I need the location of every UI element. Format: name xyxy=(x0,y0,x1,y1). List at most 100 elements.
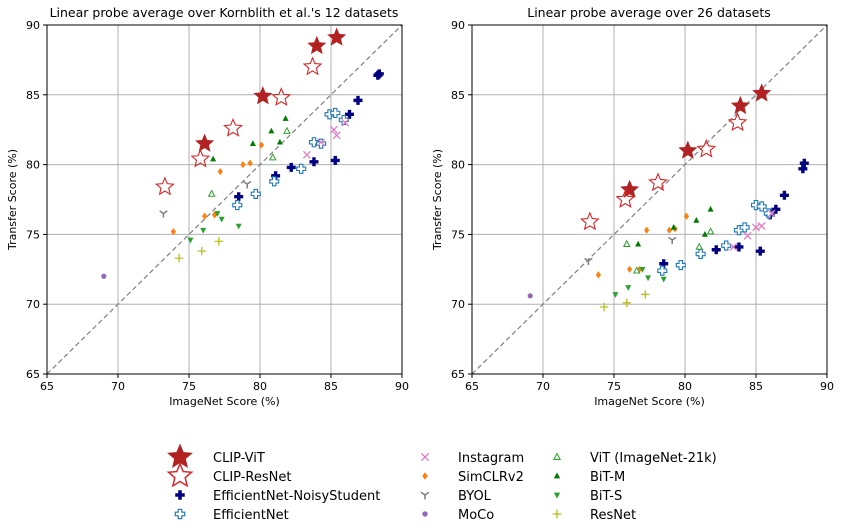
data-point-simclrv2 xyxy=(170,228,176,236)
series-instagram xyxy=(302,118,350,159)
data-point-efficientnet xyxy=(750,200,762,211)
diagonal-reference-line xyxy=(46,24,403,375)
legend-item-efficientnet: EfficientNet xyxy=(174,508,289,523)
legend-item-moco: MoCo xyxy=(422,508,494,523)
legend-marker-clip-resnet xyxy=(166,461,194,488)
legend-item-resnet: ResNet xyxy=(552,508,636,523)
legend-label: MoCo xyxy=(458,508,494,523)
y-tick-label: 85 xyxy=(26,89,40,102)
data-point-efficientnet-noisystudent xyxy=(234,192,244,202)
data-point-bit-s xyxy=(214,211,221,217)
data-point-efficientnet xyxy=(316,138,327,149)
data-point-bit-s xyxy=(639,267,646,273)
data-point-resnet xyxy=(197,246,206,256)
data-point-clip-resnet xyxy=(223,117,243,137)
x-tick-label: 85 xyxy=(749,380,763,393)
x-tick-label: 65 xyxy=(40,380,54,393)
y-tick-label: 65 xyxy=(26,368,40,381)
series-simclrv2 xyxy=(170,141,265,236)
x-axis-label: ImageNet Score (%) xyxy=(169,395,280,408)
data-point-instagram xyxy=(729,243,738,251)
series-moco xyxy=(527,293,533,299)
series-efficientnet-noisystudent xyxy=(234,69,384,202)
data-point-instagram xyxy=(752,223,760,232)
data-point-efficientnet-noisystudent xyxy=(353,95,363,105)
x-tick-label: 75 xyxy=(182,380,196,393)
data-point-clip-vit xyxy=(195,133,215,152)
data-point-bit-s xyxy=(200,227,207,234)
data-point-vit-imagenet-21k xyxy=(695,242,704,250)
data-point-bit-m xyxy=(276,138,283,145)
legend-item-simclrv2: SimCLRv2 xyxy=(422,470,524,485)
data-point-clip-resnet xyxy=(302,56,323,76)
data-point-bit-m xyxy=(701,231,708,237)
legend-label: ResNet xyxy=(590,508,636,523)
data-point-resnet xyxy=(641,290,650,299)
data-point-clip-resnet xyxy=(615,189,636,208)
data-point-clip-vit xyxy=(678,140,698,159)
legend-item-instagram: Instagram xyxy=(420,451,524,466)
legend-marker-bit-m xyxy=(553,472,561,479)
data-point-simclrv2 xyxy=(644,226,650,234)
x-tick-label: 85 xyxy=(324,380,338,393)
data-point-simclrv2 xyxy=(240,161,246,169)
y-tick-label: 80 xyxy=(451,159,465,172)
right-chart-panel: 65 70 75 80 85 90 65 70 75 80 85 90 Linear probe ave… xyxy=(431,5,834,408)
data-point-clip-vit xyxy=(752,83,772,102)
left-chart-panel: 65 70 75 80 85 90 65 70 75 80 85 90 Linear probe ave… xyxy=(6,5,409,408)
y-tick-label: 75 xyxy=(451,228,465,241)
data-point-bit-m xyxy=(693,217,700,223)
series-clip-vit xyxy=(195,27,347,152)
legend-marker-vit-imagenet-21k xyxy=(552,452,562,460)
data-point-efficientnet-noisystudent xyxy=(330,155,340,165)
data-point-efficientnet-noisystudent xyxy=(755,246,765,256)
data-point-vit-imagenet-21k xyxy=(268,153,277,161)
data-point-instagram xyxy=(302,150,311,159)
data-point-efficientnet-noisystudent xyxy=(374,69,384,79)
x-tick-label: 90 xyxy=(820,380,834,393)
diagonal-reference-line xyxy=(471,24,828,375)
data-point-simclrv2 xyxy=(247,159,253,167)
x-axis-label: ImageNet Score (%) xyxy=(594,395,705,408)
legend-marker-moco xyxy=(422,511,428,517)
legend-marker-efficientnet xyxy=(174,508,186,520)
series-clip-resnet xyxy=(579,112,748,231)
series-clip-resnet xyxy=(154,56,323,196)
legend-label: BYOL xyxy=(458,489,492,504)
data-point-bit-m xyxy=(282,115,289,121)
series-vit-imagenet-21k xyxy=(622,227,715,274)
data-point-clip-vit xyxy=(730,95,750,115)
x-tick-label: 75 xyxy=(607,380,621,393)
data-point-bit-s xyxy=(625,285,632,291)
legend-label: ViT (ImageNet-21k) xyxy=(590,451,717,466)
legend-item-vit-imagenet-21k: ViT (ImageNet-21k) xyxy=(552,451,717,466)
data-point-byol xyxy=(667,236,677,245)
x-tick-label: 90 xyxy=(395,380,409,393)
series-bit-m xyxy=(635,205,714,247)
data-point-efficientnet xyxy=(338,114,349,125)
data-point-clip-resnet xyxy=(190,148,211,168)
data-point-resnet xyxy=(174,253,184,263)
data-point-efficientnet xyxy=(232,200,243,211)
data-point-moco xyxy=(101,273,107,279)
series-resnet xyxy=(599,290,650,312)
data-point-clip-resnet xyxy=(579,211,600,231)
data-point-efficientnet xyxy=(269,176,280,187)
legend: CLIP-ViT CLIP-ResNet EfficientNet-NoisyStu… xyxy=(166,443,717,523)
data-point-efficientnet xyxy=(308,137,320,148)
series-moco xyxy=(101,273,107,279)
data-point-instagram xyxy=(329,125,338,134)
legend-item-clip-resnet: CLIP-ResNet xyxy=(166,461,291,488)
data-point-efficientnet-noisystudent xyxy=(286,162,296,172)
data-point-bit-s xyxy=(645,275,652,282)
data-point-vit-imagenet-21k xyxy=(622,239,631,247)
x-tick-label: 70 xyxy=(536,380,550,393)
data-point-simclrv2 xyxy=(683,212,690,220)
series-efficientnet xyxy=(657,200,774,276)
chart-title: Linear probe average over Kornblith et a… xyxy=(50,5,399,20)
x-tick-label: 80 xyxy=(678,380,692,393)
data-point-vit-imagenet-21k xyxy=(632,266,641,274)
data-point-clip-vit xyxy=(620,179,640,198)
data-point-instagram xyxy=(341,118,350,127)
